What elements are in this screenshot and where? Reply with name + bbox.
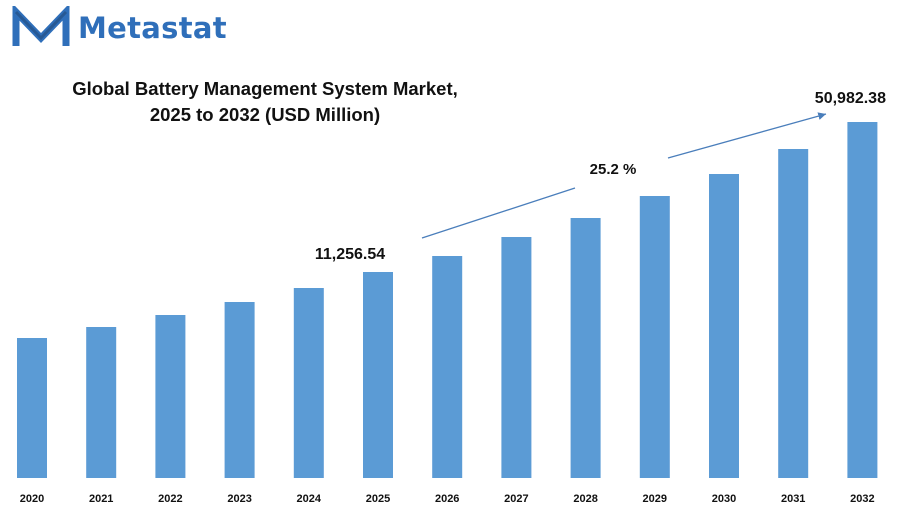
cagr-arrow-segment-2 xyxy=(667,112,827,159)
brand-logo: Metastat xyxy=(12,6,227,50)
bar-2024 xyxy=(293,288,324,478)
bar-2023 xyxy=(224,302,255,478)
chart-title-line-2: 2025 to 2032 (USD Million) xyxy=(149,104,381,125)
cagr-arrow-segment-1 xyxy=(421,187,576,239)
bar-2025 xyxy=(363,272,393,478)
x-tick-2032: 2032 xyxy=(850,493,874,505)
bar-2026 xyxy=(432,256,463,478)
x-tick-2031: 2031 xyxy=(781,493,805,505)
bars-group xyxy=(17,122,878,478)
metastat-m-logo-icon xyxy=(12,6,70,46)
x-tick-2030: 2030 xyxy=(712,493,736,505)
brand-name: Metastat xyxy=(78,11,227,45)
chart-title-line-1: Global Battery Management System Market, xyxy=(72,78,458,99)
x-tick-2029: 2029 xyxy=(643,493,667,505)
x-tick-2022: 2022 xyxy=(158,493,182,505)
data-label-2025: 11,256.54 xyxy=(315,246,385,263)
bar-2021 xyxy=(86,327,117,478)
x-tick-labels: 2020 2021 2022 2023 2024 2025 2026 2027 2028 2029… xyxy=(20,493,875,505)
chart-title: Global Battery Management System Market,… xyxy=(20,76,510,128)
bar-2027 xyxy=(501,237,532,478)
bar-2028 xyxy=(570,218,601,478)
x-tick-2027: 2027 xyxy=(504,493,528,505)
bar-2020 xyxy=(17,338,47,478)
x-tick-2025: 2025 xyxy=(366,493,390,505)
x-tick-2026: 2026 xyxy=(435,493,459,505)
x-tick-2023: 2023 xyxy=(227,493,251,505)
bar-2031 xyxy=(778,149,809,478)
bar-2029 xyxy=(639,196,670,478)
x-tick-2028: 2028 xyxy=(573,493,597,505)
bar-2022 xyxy=(155,315,186,478)
bar-2030 xyxy=(709,174,739,478)
bar-2032 xyxy=(847,122,878,478)
data-label-2032: 50,982.38 xyxy=(815,90,886,107)
x-tick-2021: 2021 xyxy=(89,493,113,505)
x-tick-2024: 2024 xyxy=(297,493,322,505)
annotations-group: 11,256.54 50,982.38 25.2 % xyxy=(315,90,886,263)
x-tick-2020: 2020 xyxy=(20,493,44,505)
cagr-label: 25.2 % xyxy=(590,161,637,178)
